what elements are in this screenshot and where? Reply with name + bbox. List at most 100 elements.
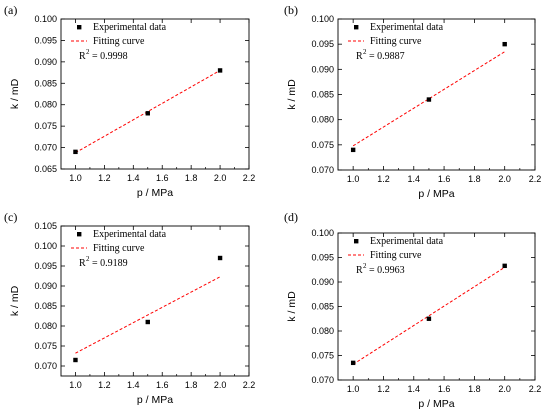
y-tick-label: 0.075: [34, 121, 57, 131]
data-point: [502, 41, 507, 47]
legend-fit-label: Fitting curve: [370, 36, 422, 47]
y-tick-label: 0.090: [34, 57, 57, 67]
legend-fit-label: Fitting curve: [370, 250, 422, 261]
x-axis-label: p / MPa: [137, 187, 173, 199]
x-tick-label: 2.0: [214, 380, 227, 390]
x-tick-label: 1.0: [69, 173, 82, 183]
panel-label: (c): [4, 210, 17, 224]
data-point: [426, 316, 432, 321]
x-tick-label: 1.0: [347, 174, 360, 184]
x-tick-label: 1.6: [438, 174, 451, 184]
y-tick-label: 0.105: [34, 221, 57, 231]
r-squared-exponent: 2: [363, 262, 367, 270]
y-tick-label: 0.085: [34, 301, 57, 311]
plot-frame: [60, 18, 250, 170]
y-tick-label: 0.065: [34, 164, 57, 174]
x-tick-label: 1.4: [127, 173, 140, 183]
data-point: [217, 255, 223, 261]
x-tick-label: 1.4: [408, 174, 421, 184]
r-squared-value: = 0.9189: [92, 258, 128, 269]
x-tick-label: 1.6: [156, 173, 169, 183]
x-tick-label: 1.8: [185, 173, 198, 183]
y-axis-label: k / mD: [286, 291, 298, 322]
y-tick-label: 0.095: [34, 261, 57, 271]
legend-scatter-label: Experimental data: [370, 22, 444, 33]
legend-fit-label: Fitting curve: [93, 243, 145, 254]
y-axis-label: k / mD: [286, 79, 298, 110]
data-point: [73, 357, 78, 363]
data-point: [350, 360, 356, 366]
legend-scatter-marker: [77, 25, 82, 30]
x-tick-label: 1.8: [185, 380, 198, 390]
x-tick-label: 1.2: [98, 173, 111, 183]
r-squared-exponent: 2: [86, 255, 90, 263]
x-tick-label: 1.2: [98, 380, 111, 390]
y-tick-label: 0.100: [34, 14, 57, 24]
fitting-curve-line: [352, 266, 505, 365]
y-tick-label: 0.075: [311, 140, 334, 150]
x-tick-label: 2.2: [529, 384, 542, 394]
r-squared-symbol: R: [356, 51, 363, 62]
y-tick-label: 0.080: [34, 321, 57, 331]
x-tick-label: 1.8: [468, 384, 481, 394]
legend-fit-label: Fitting curve: [93, 36, 145, 47]
data-point: [145, 319, 150, 325]
r-squared-value: = 0.9998: [92, 51, 128, 62]
x-tick-label: 1.4: [408, 384, 421, 394]
x-tick-label: 2.2: [529, 174, 542, 184]
panel-c: (c) 1.0 1.2 1.4 1.6 1.8 2.0 2.2 0.070 0.075 0.080 0…: [4, 210, 255, 406]
legend-scatter-marker: [354, 239, 359, 244]
x-tick-label: 2.0: [498, 174, 511, 184]
x-tick-label: 2.2: [243, 380, 256, 390]
x-tick-label: 1.2: [377, 384, 390, 394]
y-tick-label: 0.100: [34, 241, 57, 251]
r-squared-symbol: R: [79, 51, 86, 62]
panel-label: (a): [4, 3, 17, 17]
x-tick-label: 2.0: [498, 384, 511, 394]
x-tick-label: 1.2: [377, 174, 390, 184]
y-tick-label: 0.095: [311, 39, 334, 49]
y-tick-label: 0.090: [34, 281, 57, 291]
x-tick-label: 2.0: [214, 173, 227, 183]
fitting-curve-line: [75, 69, 221, 154]
y-tick-label: 0.095: [34, 35, 57, 45]
panel-d: (d) 1.0 1.2 1.4 1.6 1.8 2.0 2.2 0.070 0.075 0.080 0…: [284, 210, 541, 410]
x-tick-label: 1.0: [347, 384, 360, 394]
data-point: [217, 68, 223, 73]
plot-frame: [337, 232, 536, 381]
y-tick-label: 0.100: [311, 228, 334, 238]
y-tick-label: 0.070: [311, 375, 334, 385]
panel-a: (a) 1.0 1.2 1.4 1.6 1.8 2.0 2.2 0.065 0.070 0.075 0…: [4, 3, 255, 199]
data-point: [502, 263, 507, 269]
y-tick-label: 0.100: [311, 14, 334, 24]
y-tick-label: 0.085: [311, 90, 334, 100]
r-squared-exponent: 2: [86, 48, 90, 56]
y-tick-label: 0.090: [311, 277, 334, 287]
r-squared-symbol: R: [356, 265, 363, 276]
y-tick-label: 0.070: [311, 165, 334, 175]
y-tick-label: 0.080: [34, 100, 57, 110]
legend-scatter-label: Experimental data: [370, 236, 444, 247]
x-tick-label: 2.2: [243, 173, 256, 183]
data-point: [426, 97, 432, 102]
legend-scatter-label: Experimental data: [93, 22, 167, 33]
y-tick-label: 0.080: [311, 115, 334, 125]
y-tick-label: 0.070: [34, 361, 57, 371]
y-tick-label: 0.080: [311, 326, 334, 336]
data-point: [73, 149, 78, 155]
x-tick-label: 1.8: [468, 174, 481, 184]
y-tick-label: 0.085: [34, 78, 57, 88]
plot-frame: [60, 225, 250, 377]
y-tick-label: 0.075: [311, 351, 334, 361]
r-squared-exponent: 2: [363, 48, 367, 56]
r-squared-value: = 0.9963: [369, 265, 405, 276]
y-tick-label: 0.085: [311, 302, 334, 312]
legend-scatter-label: Experimental data: [93, 229, 167, 240]
y-tick-label: 0.090: [311, 64, 334, 74]
panel-b: (b) 1.0 1.2 1.4 1.6 1.8 2.0 2.2 0.070 0.075 0.080 0…: [284, 3, 541, 200]
panel-label: (d): [284, 210, 298, 224]
legend-scatter-marker: [77, 232, 82, 237]
fitting-curve-line: [75, 276, 221, 354]
r-squared-symbol: R: [79, 258, 86, 269]
